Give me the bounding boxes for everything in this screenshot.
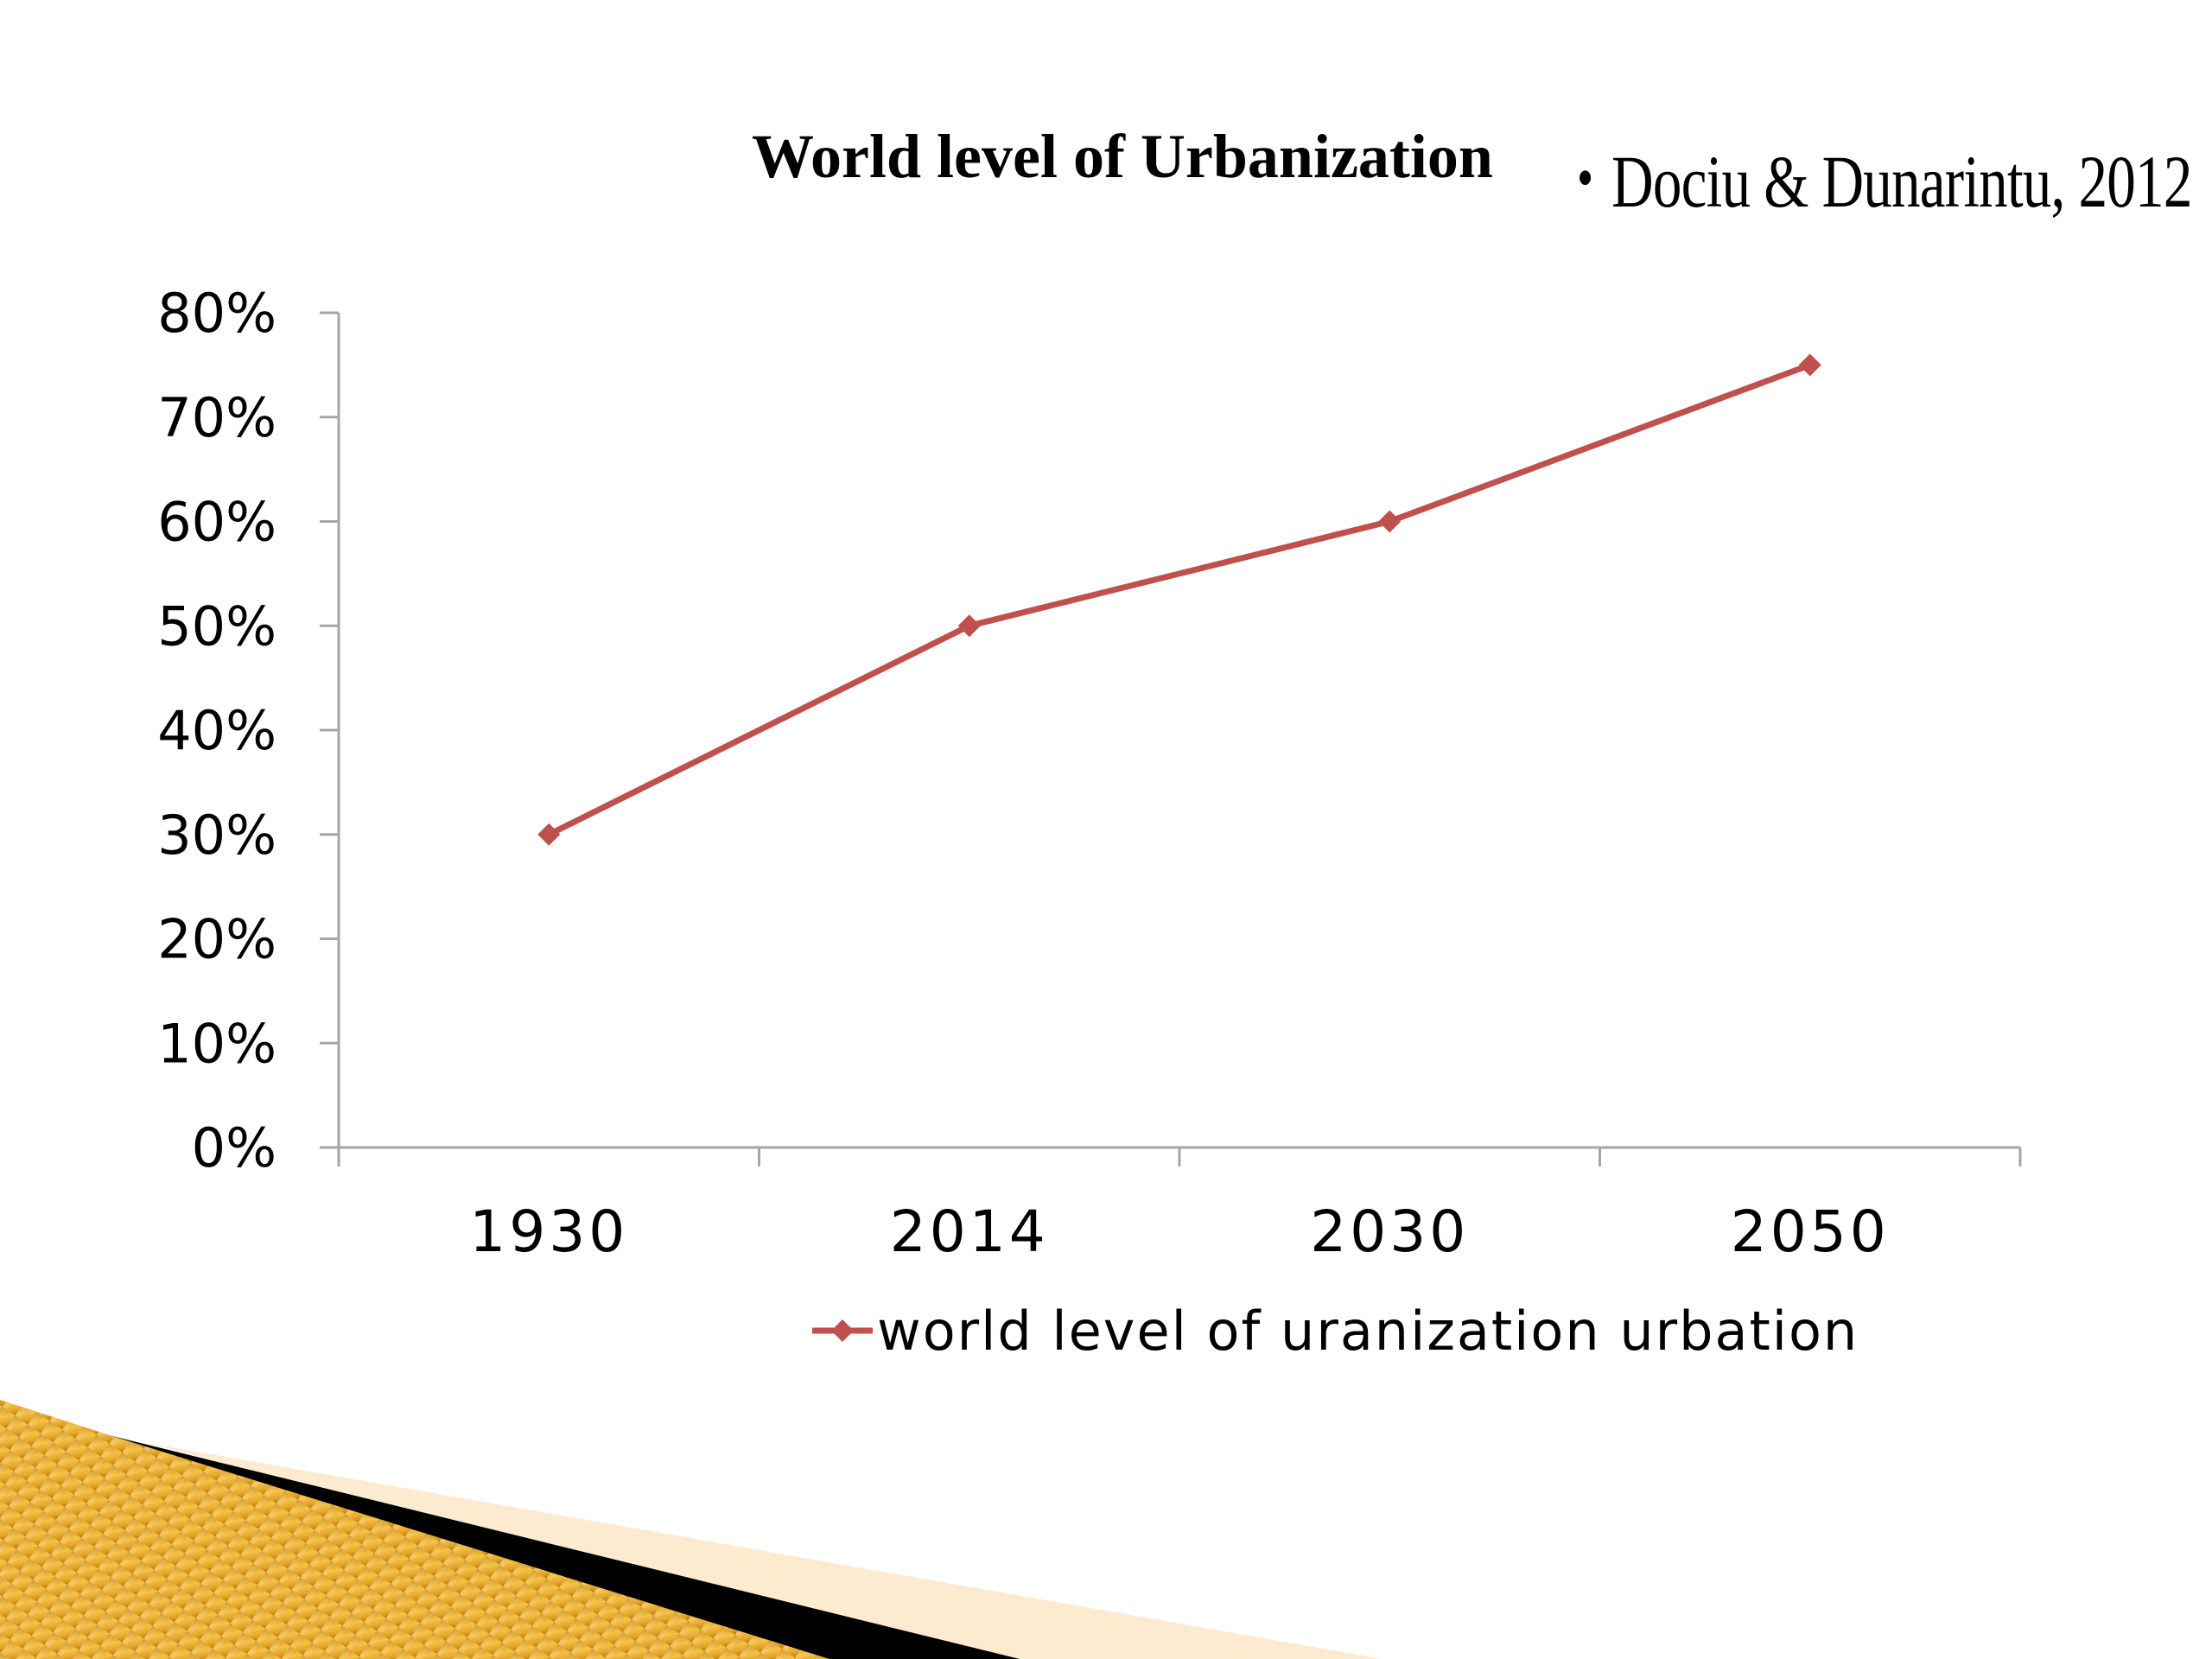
x-tick-label: 2030 (1310, 1198, 1469, 1265)
y-tick-label: 0% (192, 1116, 276, 1179)
ribbon-gold-band (0, 1400, 830, 1659)
citation-text: • Dociu & Dunarintu, 2012 (1577, 138, 2192, 225)
y-tick-label: 80% (157, 282, 276, 345)
legend-label: world level of uranization urbation (877, 1300, 1859, 1363)
bullet-icon: • (1577, 145, 1593, 212)
data-point-marker (957, 614, 981, 638)
x-tick-label: 2050 (1731, 1198, 1890, 1265)
data-point-marker (537, 823, 561, 846)
series-line (547, 362, 1811, 837)
y-tick-label: 10% (157, 1012, 276, 1075)
legend-marker (831, 1319, 854, 1342)
y-tick-label: 30% (157, 804, 276, 867)
y-tick-label: 60% (157, 491, 276, 554)
y-tick-label: 20% (157, 908, 276, 971)
y-tick-label: 40% (157, 699, 276, 762)
x-tick-label: 2014 (890, 1198, 1049, 1265)
data-point-marker (1798, 353, 1821, 377)
ribbon-cream-band (147, 1443, 1382, 1659)
y-tick-label: 50% (157, 594, 276, 658)
data-point-marker (1378, 510, 1402, 533)
y-tick-label: 70% (157, 386, 276, 449)
x-tick-label: 1930 (469, 1198, 628, 1265)
citation-label: Dociu & Dunarintu, 2012 (1611, 140, 2192, 223)
ribbon-black-band (104, 1436, 1020, 1659)
chart-title: World level of Urbanization (752, 122, 1493, 191)
